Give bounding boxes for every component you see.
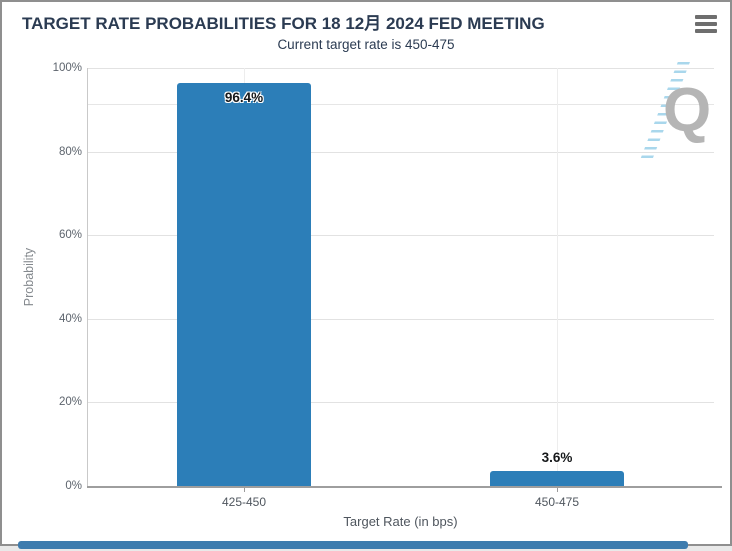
chart-title: TARGET RATE PROBABILITIES FOR 18 12月 202…	[22, 14, 545, 33]
y-axis-tick-label: 100%	[52, 62, 82, 74]
y-axis-tick-label: 60%	[58, 229, 82, 241]
bar-value-label: 3.6%	[541, 450, 573, 465]
y-gridline	[87, 152, 714, 153]
y-axis-tick-label: 20%	[58, 396, 82, 408]
hamburger-menu-icon[interactable]	[695, 15, 717, 36]
menu-bar	[695, 15, 717, 19]
x-gridline	[557, 68, 558, 486]
chart-subtitle: Current target rate is 450-475	[277, 37, 455, 52]
x-axis-tick-label: 450-475	[534, 495, 580, 509]
probability-bar[interactable]	[490, 471, 624, 486]
y-gridline	[87, 402, 714, 403]
bottom-blue-scrollbar[interactable]	[18, 541, 688, 549]
y-axis-line	[87, 68, 88, 486]
x-axis-line	[87, 486, 722, 488]
x-axis-tick	[244, 486, 245, 492]
bar-value-label: 96.4%	[224, 90, 264, 105]
y-axis-tick-label: 80%	[58, 146, 82, 158]
y-axis-tick-label: 40%	[58, 313, 82, 325]
menu-bar	[695, 22, 717, 26]
y-gridline	[87, 68, 714, 69]
menu-bar	[695, 29, 717, 33]
probability-bar[interactable]	[177, 83, 311, 486]
x-axis-title: Target Rate (in bps)	[343, 514, 458, 529]
y-gridline	[87, 235, 714, 236]
x-axis-tick	[557, 486, 558, 492]
y-minor-gridline	[87, 104, 714, 105]
y-axis-tick-label: 0%	[65, 480, 82, 492]
x-axis-tick-label: 425-450	[221, 495, 267, 509]
y-gridline	[87, 319, 714, 320]
